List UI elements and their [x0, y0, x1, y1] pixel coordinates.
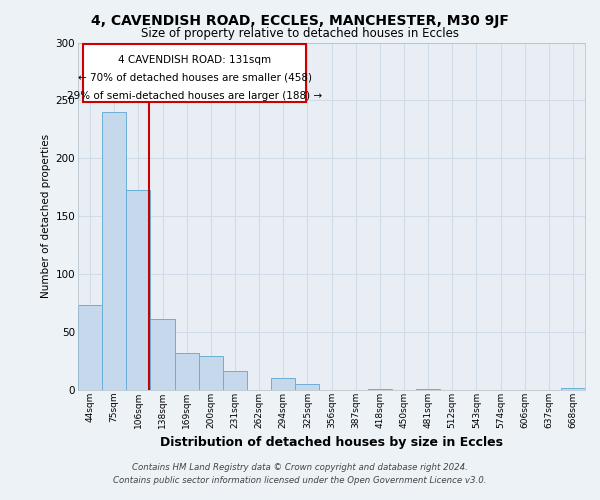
Text: ← 70% of detached houses are smaller (458): ← 70% of detached houses are smaller (45…	[77, 73, 311, 83]
Text: Contains public sector information licensed under the Open Government Licence v3: Contains public sector information licen…	[113, 476, 487, 485]
Y-axis label: Number of detached properties: Number of detached properties	[41, 134, 52, 298]
Text: 4, CAVENDISH ROAD, ECCLES, MANCHESTER, M30 9JF: 4, CAVENDISH ROAD, ECCLES, MANCHESTER, M…	[91, 14, 509, 28]
Bar	[78, 306, 102, 390]
Bar	[151, 320, 175, 390]
FancyBboxPatch shape	[83, 44, 306, 102]
Bar	[368, 389, 392, 390]
Text: 29% of semi-detached houses are larger (188) →: 29% of semi-detached houses are larger (…	[67, 92, 322, 102]
Bar	[295, 384, 319, 390]
Bar	[271, 378, 295, 390]
Bar	[126, 190, 151, 390]
Bar	[199, 356, 223, 390]
Bar	[102, 112, 126, 390]
Text: Contains HM Land Registry data © Crown copyright and database right 2024.: Contains HM Land Registry data © Crown c…	[132, 462, 468, 471]
Bar	[416, 389, 440, 390]
Text: 4 CAVENDISH ROAD: 131sqm: 4 CAVENDISH ROAD: 131sqm	[118, 54, 271, 64]
Text: Size of property relative to detached houses in Eccles: Size of property relative to detached ho…	[141, 28, 459, 40]
Bar	[175, 353, 199, 390]
Bar	[561, 388, 585, 390]
Bar	[223, 372, 247, 390]
X-axis label: Distribution of detached houses by size in Eccles: Distribution of detached houses by size …	[160, 436, 503, 449]
